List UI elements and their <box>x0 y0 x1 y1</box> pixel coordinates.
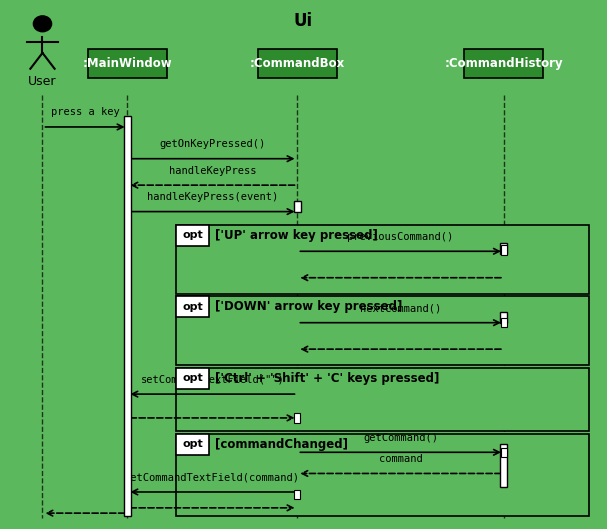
Text: getCommand(): getCommand() <box>363 433 438 443</box>
FancyBboxPatch shape <box>124 116 131 516</box>
Circle shape <box>33 16 52 32</box>
FancyBboxPatch shape <box>500 444 507 487</box>
FancyBboxPatch shape <box>176 225 209 246</box>
FancyBboxPatch shape <box>500 312 507 323</box>
Text: ['DOWN' arrow key pressed]: ['DOWN' arrow key pressed] <box>215 300 403 313</box>
FancyBboxPatch shape <box>294 490 300 499</box>
Text: ['Ctrl' + 'Shift' + 'C' keys pressed]: ['Ctrl' + 'Shift' + 'C' keys pressed] <box>215 372 440 385</box>
Text: setCommandTextField(command): setCommandTextField(command) <box>125 472 300 482</box>
FancyBboxPatch shape <box>176 225 589 294</box>
FancyBboxPatch shape <box>88 49 167 78</box>
Text: previousCommand(): previousCommand() <box>347 232 454 242</box>
Text: handleKeyPress(event): handleKeyPress(event) <box>147 192 278 202</box>
FancyBboxPatch shape <box>176 434 589 516</box>
FancyBboxPatch shape <box>176 296 209 317</box>
FancyBboxPatch shape <box>500 243 507 254</box>
FancyBboxPatch shape <box>176 368 589 431</box>
Text: User: User <box>29 76 56 88</box>
Text: ['UP' arrow key pressed]: ['UP' arrow key pressed] <box>215 229 378 242</box>
Text: opt: opt <box>182 440 203 449</box>
Text: press a key: press a key <box>50 107 120 117</box>
Text: setCommandTextField(""): setCommandTextField("") <box>141 375 284 385</box>
FancyBboxPatch shape <box>176 368 209 389</box>
Text: command: command <box>379 454 422 464</box>
FancyBboxPatch shape <box>294 201 301 212</box>
FancyBboxPatch shape <box>176 296 589 365</box>
Text: Ui: Ui <box>294 12 313 30</box>
Text: opt: opt <box>182 373 203 383</box>
FancyBboxPatch shape <box>501 448 507 457</box>
Text: :CommandBox: :CommandBox <box>250 57 345 70</box>
Text: :MainWindow: :MainWindow <box>83 57 172 70</box>
FancyBboxPatch shape <box>501 245 507 255</box>
Text: getOnKeyPressed(): getOnKeyPressed() <box>159 139 266 149</box>
FancyBboxPatch shape <box>176 434 209 455</box>
Text: nextCommand(): nextCommand() <box>360 303 441 313</box>
Text: handleKeyPress: handleKeyPress <box>169 166 256 176</box>
FancyBboxPatch shape <box>464 49 543 78</box>
Text: [commandChanged]: [commandChanged] <box>215 438 348 451</box>
Text: opt: opt <box>182 231 203 240</box>
Text: :CommandHistory: :CommandHistory <box>444 57 563 70</box>
FancyBboxPatch shape <box>258 49 337 78</box>
FancyBboxPatch shape <box>501 318 507 327</box>
Text: opt: opt <box>182 302 203 312</box>
FancyBboxPatch shape <box>294 413 300 423</box>
